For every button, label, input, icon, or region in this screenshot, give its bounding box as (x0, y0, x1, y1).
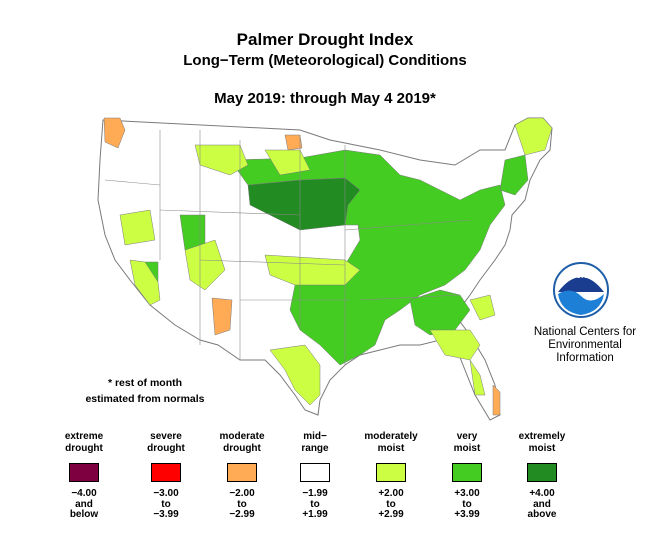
legend-range: −4.00 and below (69, 488, 99, 520)
legend-label: severe (150, 431, 182, 442)
legend-swatch (452, 463, 482, 482)
legend-swatch (376, 463, 406, 482)
note-line-1: * rest of month (107, 377, 183, 389)
moderately-moist-region (129, 259, 161, 306)
legend-range: −3.00 to −3.99 (153, 488, 179, 520)
legend-label: moist (528, 442, 556, 454)
legend-label: drought (65, 442, 103, 454)
border-line (104, 179, 161, 186)
legend-swatch (300, 463, 330, 482)
moderate-drought-region (492, 384, 501, 416)
very-moist-regions (144, 149, 529, 366)
moderately-moist-region (119, 209, 156, 246)
map-title: Palmer Drought Index (236, 30, 414, 49)
legend-label: extremely (518, 431, 566, 442)
legend-item-moderately-moist: moderately moist +2.00 to +2.99 (351, 428, 431, 521)
moderately-moist-region (469, 294, 496, 321)
legend-swatch (69, 463, 99, 482)
moderately-moist-region (514, 117, 553, 156)
map-period: May 2019: through May 4 2019* (214, 90, 436, 107)
moderate-drought-region (103, 117, 126, 149)
legend-label: drought (147, 442, 185, 454)
moderately-moist-region (194, 144, 249, 176)
legend-label: moist (377, 442, 405, 454)
legend-label: range (301, 442, 329, 454)
legend-label: moist (453, 442, 481, 454)
legend-item-moderate-drought: moderate drought −2.00 to −2.99 (202, 428, 282, 521)
map-subtitle: Long−Term (Meteorological) Conditions (183, 52, 467, 69)
border-line (344, 219, 471, 231)
legend-swatch (527, 463, 557, 482)
org-line-2: Environmental (548, 339, 622, 351)
moderate-drought-region (211, 297, 233, 336)
legend-item-very-moist: very moist +3.00 to +3.99 (427, 428, 507, 521)
legend-swatch (151, 463, 181, 482)
legend-label: extreme (64, 431, 104, 442)
legend-item-extremely-moist: extremely moist +4.00 and above (502, 428, 582, 521)
moderately-moist-region (469, 359, 486, 396)
noaa-logo: NOAA (553, 262, 609, 318)
legend-item-severe-drought: severe drought −3.00 to −3.99 (126, 428, 206, 521)
org-line-3: Information (556, 352, 614, 364)
legend-range: +2.00 to +2.99 (378, 488, 404, 520)
border-line (159, 209, 301, 216)
moderately-moist-region (269, 344, 321, 406)
state-borders (104, 130, 471, 365)
noaa-logo-wave (558, 290, 604, 315)
legend-label: moderate (219, 431, 265, 442)
legend-label: moderately (364, 431, 418, 442)
noaa-logo-bird (558, 277, 604, 292)
legend-label: mid− (303, 431, 327, 442)
moderately-moist-region (429, 329, 481, 361)
very-moist-region (409, 289, 471, 336)
very-moist-region (229, 149, 506, 366)
legend-range: −2.00 to −2.99 (229, 488, 255, 520)
legend-range: −1.99 to +1.99 (302, 488, 328, 520)
legend-item-mid-range: mid− range −1.99 to +1.99 (275, 428, 355, 521)
org-line-1: National Centers for (533, 326, 637, 338)
noaa-logo-text: NOAA (571, 273, 592, 280)
legend-label: drought (223, 442, 261, 454)
moderately-moist-regions (119, 117, 553, 406)
moderately-moist-region (184, 239, 226, 291)
moderate-drought-region (284, 134, 303, 151)
border-line (359, 294, 461, 301)
legend-range: +4.00 and above (527, 488, 557, 520)
legend-label: very (456, 431, 478, 442)
border-line (199, 259, 346, 266)
note-line-2: estimated from normals (85, 393, 205, 405)
legend-swatch (227, 463, 257, 482)
moderate-drought-regions (103, 117, 501, 416)
legend-item-extreme-drought: extreme drought −4.00 and below (44, 428, 124, 521)
very-moist-region (499, 154, 529, 196)
legend-range: +3.00 to +3.99 (454, 488, 480, 520)
